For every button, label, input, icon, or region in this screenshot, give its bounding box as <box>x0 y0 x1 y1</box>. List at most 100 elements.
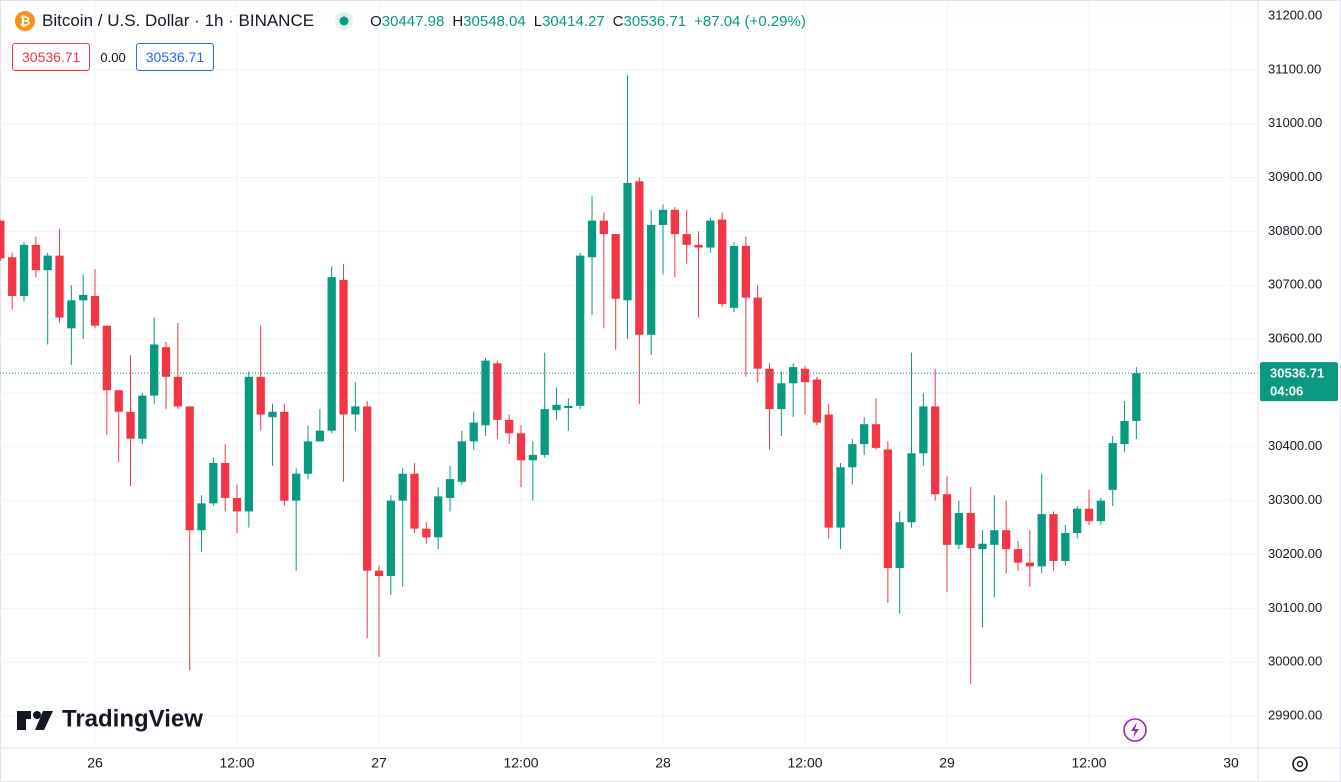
candle-body <box>114 390 123 412</box>
candle-body <box>777 383 786 410</box>
y-tick-label: 31000.00 <box>1268 115 1322 130</box>
candle-body <box>1002 530 1011 550</box>
ohlc-value: 30536.71 <box>623 12 687 30</box>
spread: 0.00 <box>100 49 126 65</box>
candle-body <box>647 224 656 335</box>
candle-body <box>268 411 277 418</box>
lightning-button[interactable] <box>1123 718 1147 742</box>
order-boxes: 30536.71 0.00 30536.71 <box>12 43 215 71</box>
y-tick-label: 29900.00 <box>1268 708 1322 723</box>
candle-body <box>398 473 407 501</box>
candle-body <box>1073 508 1082 533</box>
candle-body <box>79 294 88 301</box>
y-tick-label: 30300.00 <box>1268 492 1322 507</box>
candle-body <box>434 496 443 538</box>
ohlc-value: 30447.98 <box>381 12 445 30</box>
candle-body <box>623 182 632 301</box>
candle-body <box>800 368 810 383</box>
y-tick-label: 30400.00 <box>1268 438 1322 453</box>
x-tick-label: 12:00 <box>787 755 822 771</box>
ohlc-item: C30536.71 <box>613 13 686 30</box>
candle-body <box>848 444 857 468</box>
candle-body <box>469 422 478 442</box>
candle-body <box>1084 508 1094 522</box>
candle-body <box>1120 420 1129 445</box>
candle-body <box>658 209 668 225</box>
candle-body <box>315 430 324 442</box>
candle-body <box>457 441 466 482</box>
candle-body <box>1037 514 1046 567</box>
candle-body <box>741 245 750 298</box>
y-tick-label: 30600.00 <box>1268 331 1322 346</box>
candle-body <box>90 296 100 326</box>
candle-body <box>599 220 608 235</box>
tradingview-logo: TradingView <box>17 705 203 732</box>
symbol[interactable]: Bitcoin / U.S. Dollar · 1h · BINANCE <box>42 11 315 30</box>
y-tick-label: 30900.00 <box>1268 169 1322 184</box>
ohlc-label: L <box>533 12 543 30</box>
candle-body <box>978 543 987 550</box>
candle-body <box>540 409 549 455</box>
candle-body <box>528 454 537 461</box>
candle-body <box>0 220 5 259</box>
candle-body <box>67 300 76 329</box>
candle-body <box>729 245 739 308</box>
settings-button[interactable] <box>1292 756 1308 772</box>
candle-body <box>706 220 715 248</box>
candle-body <box>410 473 419 529</box>
x-tick-label: 26 <box>87 755 103 771</box>
candle-body <box>363 406 372 571</box>
candle-body <box>102 325 111 391</box>
x-tick-label: 27 <box>371 755 387 771</box>
candle-body <box>1096 500 1105 522</box>
candle-body <box>718 219 727 305</box>
candle-body <box>481 360 490 426</box>
candle-body <box>386 500 395 577</box>
ohlc-label: H <box>452 12 464 30</box>
candle-body <box>31 244 40 271</box>
ohlc-value: 30414.27 <box>542 12 605 30</box>
candle-body <box>611 234 620 299</box>
market-status[interactable] <box>332 10 356 32</box>
svg-text:₿: ₿ <box>20 13 31 28</box>
candle-body <box>1049 514 1058 561</box>
candle-body <box>55 255 64 318</box>
candle-body <box>812 379 821 423</box>
candle-body <box>907 453 916 523</box>
x-tick-label: 28 <box>655 755 671 771</box>
candle-body <box>576 255 585 406</box>
sell-button[interactable]: 30536.71 <box>12 43 91 71</box>
candle-body <box>150 344 159 396</box>
candle-body <box>966 513 975 549</box>
candle-body <box>292 473 301 501</box>
candle-body <box>895 522 904 568</box>
candle-body <box>694 244 703 248</box>
candle-body <box>505 419 514 434</box>
candle-body <box>942 494 952 545</box>
buy-button[interactable]: 30536.71 <box>135 43 215 71</box>
candle-body <box>1132 373 1141 421</box>
bitcoin-icon: ₿ <box>15 11 35 31</box>
candle-body <box>552 404 561 411</box>
countdown: 04:06 <box>1270 384 1303 399</box>
x-tick-label: 29 <box>939 755 955 771</box>
candle-body <box>280 411 289 501</box>
last-price-label: 30536.71 <box>1270 366 1324 381</box>
ohlc-value: 30548.04 <box>463 12 526 30</box>
candle-body <box>327 277 336 431</box>
candle-body <box>445 479 455 498</box>
candle-body <box>871 424 881 448</box>
candle-body <box>516 433 526 461</box>
candle-body <box>374 570 384 577</box>
x-tick-label: 12:00 <box>503 755 538 771</box>
candle-body <box>221 462 230 498</box>
candle-body <box>493 363 502 420</box>
candle-body <box>753 297 762 369</box>
x-tick-label: 12:00 <box>219 755 254 771</box>
candle-body <box>232 497 242 512</box>
y-tick-label: 31200.00 <box>1268 7 1322 22</box>
candle-body <box>244 376 253 512</box>
candle-body <box>1013 549 1023 563</box>
y-tick-label: 30200.00 <box>1268 546 1322 561</box>
